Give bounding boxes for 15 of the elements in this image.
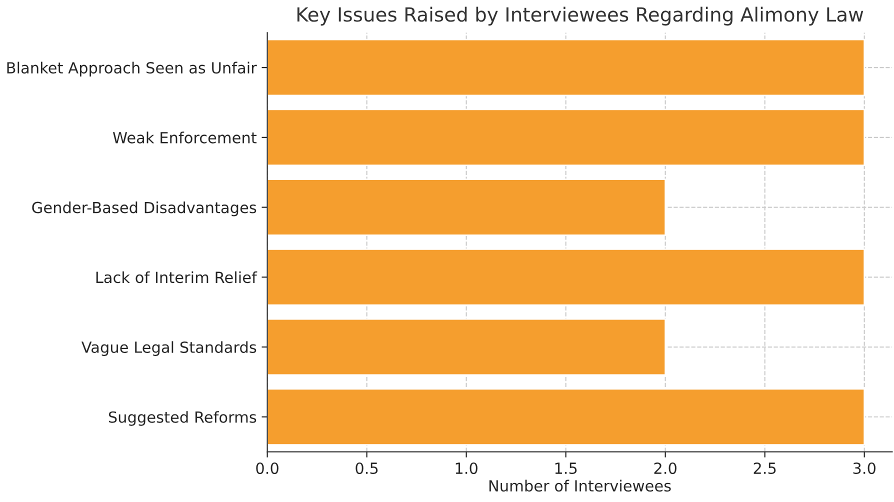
x-tick-label: 3.0 bbox=[853, 462, 876, 474]
y-tick-label: Vague Legal Standards bbox=[81, 341, 256, 356]
x-tick-label: 0.0 bbox=[256, 462, 278, 474]
y-tick-label: Lack of Interim Relief bbox=[96, 271, 258, 284]
x-tick-label: 2.5 bbox=[754, 462, 776, 474]
y-tick-label: Gender-Based Disadvantages bbox=[32, 201, 256, 216]
x-axis-title: Number of Interviewees bbox=[489, 480, 671, 492]
x-tick-label: 2.0 bbox=[654, 462, 676, 474]
x-tick-label: 1.5 bbox=[555, 462, 577, 474]
x-tick-label: 0.5 bbox=[356, 462, 378, 474]
y-tick-label: Weak Enforcement bbox=[112, 132, 257, 144]
x-tick-label: 1.0 bbox=[456, 462, 478, 474]
y-tick-label: Suggested Reforms bbox=[108, 411, 256, 426]
chart-title: Key Issues Raised by Interviewees Regarding Alimony Law bbox=[297, 6, 864, 26]
y-tick-label: Blanket Approach Seen as Unfair bbox=[7, 62, 257, 77]
